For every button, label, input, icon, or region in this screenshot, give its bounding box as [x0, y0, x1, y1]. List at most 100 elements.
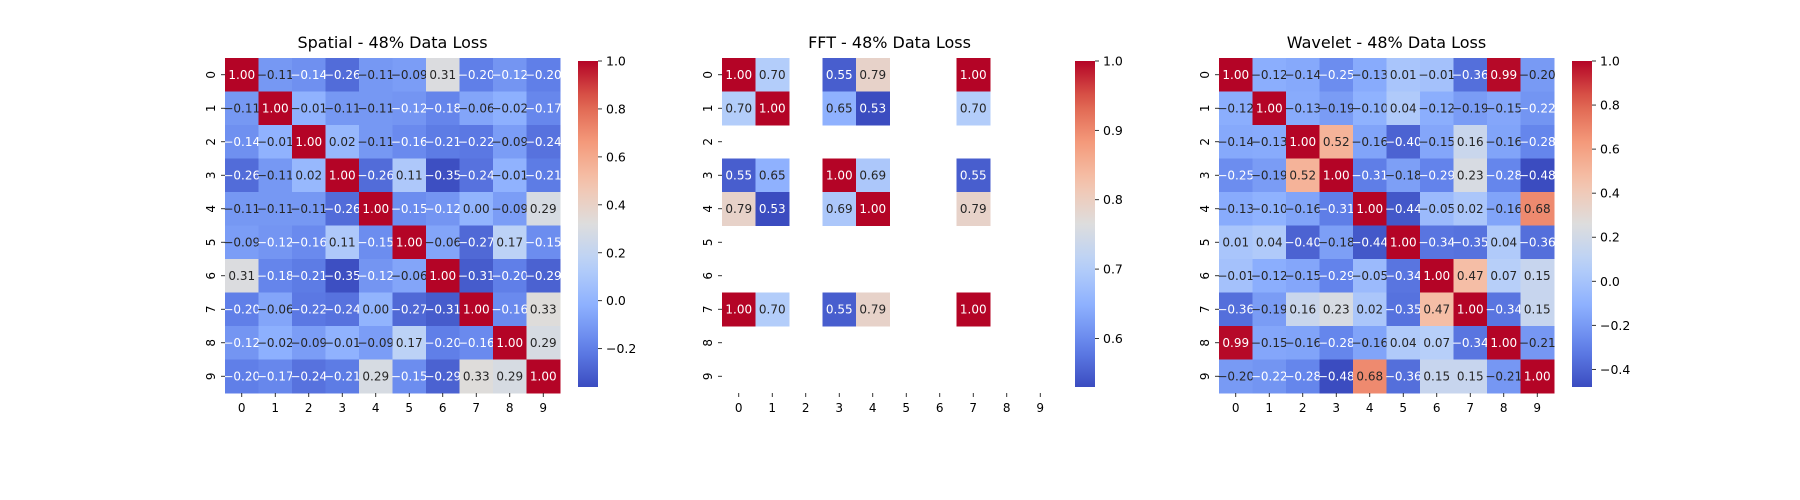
heatmap-cell: [1520, 125, 1555, 159]
cell-value-label: −0.12: [1251, 269, 1288, 283]
x-tick-label: 7: [969, 401, 977, 415]
heatmap-cell: [1319, 58, 1354, 92]
x-tick-label: 3: [835, 401, 843, 415]
heatmap-cell: [1286, 91, 1320, 126]
heatmap-cell: [526, 225, 561, 260]
cell-value-label: −0.10: [1351, 101, 1388, 115]
heatmap-cell: [1520, 359, 1555, 394]
y-tick-label: 7: [701, 305, 715, 313]
heatmap-cell: [956, 91, 991, 126]
heatmap-cell: [1353, 225, 1387, 260]
cell-value-label: −0.26: [223, 168, 260, 182]
colorbar-tick-label: 0.2: [606, 245, 626, 260]
cell-value-label: 0.68: [1356, 369, 1383, 383]
heatmap-cell: [292, 158, 326, 193]
cell-value-label: 0.53: [859, 101, 886, 115]
heatmap-cell: [1386, 225, 1421, 260]
x-tick-label: 7: [472, 401, 480, 415]
cell-value-label: 0.79: [859, 302, 886, 316]
cell-value-label: 1.00: [496, 336, 523, 350]
heatmap-cell: [459, 58, 494, 92]
heatmap-cell: [258, 359, 293, 394]
cell-value-label: 0.33: [530, 302, 557, 316]
cell-value-label: −0.28: [1284, 369, 1321, 383]
cell-value-label: 1.00: [1390, 235, 1417, 249]
cell-value-label: −0.31: [1318, 202, 1355, 216]
heatmap-cell: [1353, 192, 1387, 226]
cell-value-label: 0.55: [826, 302, 853, 316]
cell-value-label: −0.06: [424, 235, 461, 249]
heatmap-cell: [1453, 58, 1488, 92]
cell-value-label: −0.01: [257, 135, 294, 149]
heatmap-cell: [1420, 259, 1454, 293]
heatmap-cell: [1219, 326, 1253, 360]
cell-value-label: −0.21: [424, 135, 461, 149]
cell-value-label: −0.09: [223, 235, 260, 249]
heatmap-cell: [1420, 91, 1454, 126]
heatmap-cell: [1286, 158, 1320, 193]
cell-value-label: 1.00: [530, 369, 557, 383]
heatmap-cell: [1487, 292, 1521, 327]
heatmap-cell: [325, 292, 360, 327]
heatmap-cell: [1319, 225, 1354, 260]
cell-value-label: 1.00: [725, 302, 752, 316]
cell-value-label: −0.29: [1418, 168, 1455, 182]
cell-value-label: −0.09: [491, 202, 528, 216]
cell-value-label: −0.24: [324, 302, 361, 316]
heatmap-cell: [1453, 359, 1488, 394]
cell-value-label: 0.68: [1524, 202, 1551, 216]
cell-value-label: 1.00: [362, 202, 389, 216]
heatmap-cell: [526, 259, 561, 293]
cell-value-label: −0.12: [391, 101, 428, 115]
heatmap-cell: [1386, 58, 1421, 92]
heatmap-cell: [359, 192, 393, 226]
cell-value-label: 0.29: [362, 369, 389, 383]
heatmap-cell: [856, 158, 890, 193]
heatmap-cell: [722, 58, 756, 92]
heatmap-cell: [1453, 158, 1488, 193]
cell-value-label: −0.17: [525, 101, 562, 115]
heatmap-cell: [426, 158, 460, 193]
cell-value-label: −0.34: [1485, 302, 1522, 316]
heatmap-cell: [822, 91, 857, 126]
cell-value-label: −0.15: [1418, 135, 1455, 149]
cell-value-label: 0.65: [759, 168, 786, 182]
heatmap-cell: [526, 192, 561, 226]
heatmap-cell: [392, 91, 427, 126]
heatmap-cell: [956, 58, 991, 92]
y-tick-label: 1: [204, 104, 218, 112]
cell-value-label: −0.01: [324, 336, 361, 350]
cell-value-label: 1.00: [1423, 269, 1450, 283]
cell-value-label: 1.00: [463, 302, 490, 316]
cell-value-label: −0.26: [357, 168, 394, 182]
cell-value-label: 0.04: [1256, 235, 1283, 249]
heatmap-cell: [292, 58, 326, 92]
x-tick-label: 9: [1533, 401, 1541, 415]
cell-value-label: −0.29: [424, 369, 461, 383]
heatmap-cell: [359, 225, 393, 260]
cell-value-label: 1.00: [228, 68, 255, 82]
heatmap-cell: [459, 91, 494, 126]
cell-value-label: −0.13: [1251, 135, 1288, 149]
heatmap-cell: [392, 158, 427, 193]
heatmap-cell: [1252, 292, 1287, 327]
cell-value-label: −0.16: [1351, 135, 1388, 149]
heatmap-cell: [1420, 158, 1454, 193]
heatmap-cell: [1520, 225, 1555, 260]
x-tick-label: 4: [372, 401, 380, 415]
cell-value-label: 0.53: [759, 202, 786, 216]
heatmap-cell: [325, 91, 360, 126]
cell-value-label: −0.35: [1385, 302, 1422, 316]
heatmap-cell: [1219, 225, 1253, 260]
heatmap-cell: [526, 326, 561, 360]
y-tick-label: 7: [1198, 305, 1212, 313]
heatmap-cell: [1319, 192, 1354, 226]
cell-value-label: 0.17: [396, 336, 423, 350]
heatmap-cell: [426, 91, 460, 126]
cell-value-label: −0.11: [324, 101, 361, 115]
heatmap-cell: [722, 91, 756, 126]
heatmap-cell: [722, 292, 756, 327]
cell-value-label: 1.00: [295, 135, 322, 149]
heatmap-cell: [325, 225, 360, 260]
